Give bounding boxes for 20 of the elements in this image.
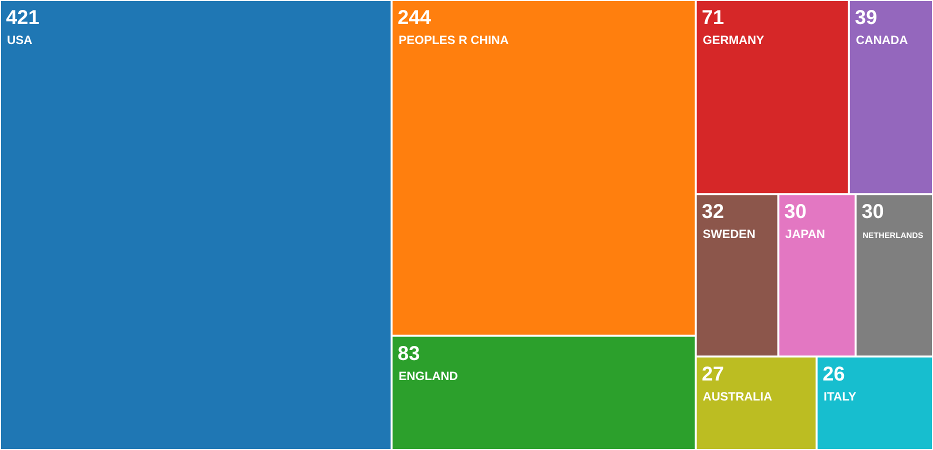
data-label: 30 bbox=[784, 201, 807, 224]
category-label: AUSTRALIA bbox=[702, 389, 772, 404]
category-label: JAPAN bbox=[785, 227, 826, 242]
category-label: USA bbox=[7, 33, 33, 47]
category-label: PEOPLES R CHINA bbox=[398, 33, 509, 47]
category-label: ITALY bbox=[824, 389, 856, 404]
data-label: 83 bbox=[398, 342, 420, 365]
data-label: 26 bbox=[822, 363, 845, 386]
data-label: 32 bbox=[702, 201, 724, 224]
category-label: ENGLAND bbox=[398, 368, 458, 383]
data-label: 39 bbox=[854, 7, 878, 29]
data-label: 421 bbox=[6, 7, 40, 29]
category-label: SWEDEN bbox=[702, 227, 756, 242]
data-label: 71 bbox=[702, 7, 724, 29]
category-label: GERMANY bbox=[702, 33, 764, 47]
category-label: NETHERLANDS bbox=[862, 231, 924, 240]
data-label: 27 bbox=[702, 363, 724, 386]
category-label: CANADA bbox=[856, 33, 908, 47]
data-label: 30 bbox=[862, 201, 884, 224]
data-label: 244 bbox=[398, 7, 432, 29]
